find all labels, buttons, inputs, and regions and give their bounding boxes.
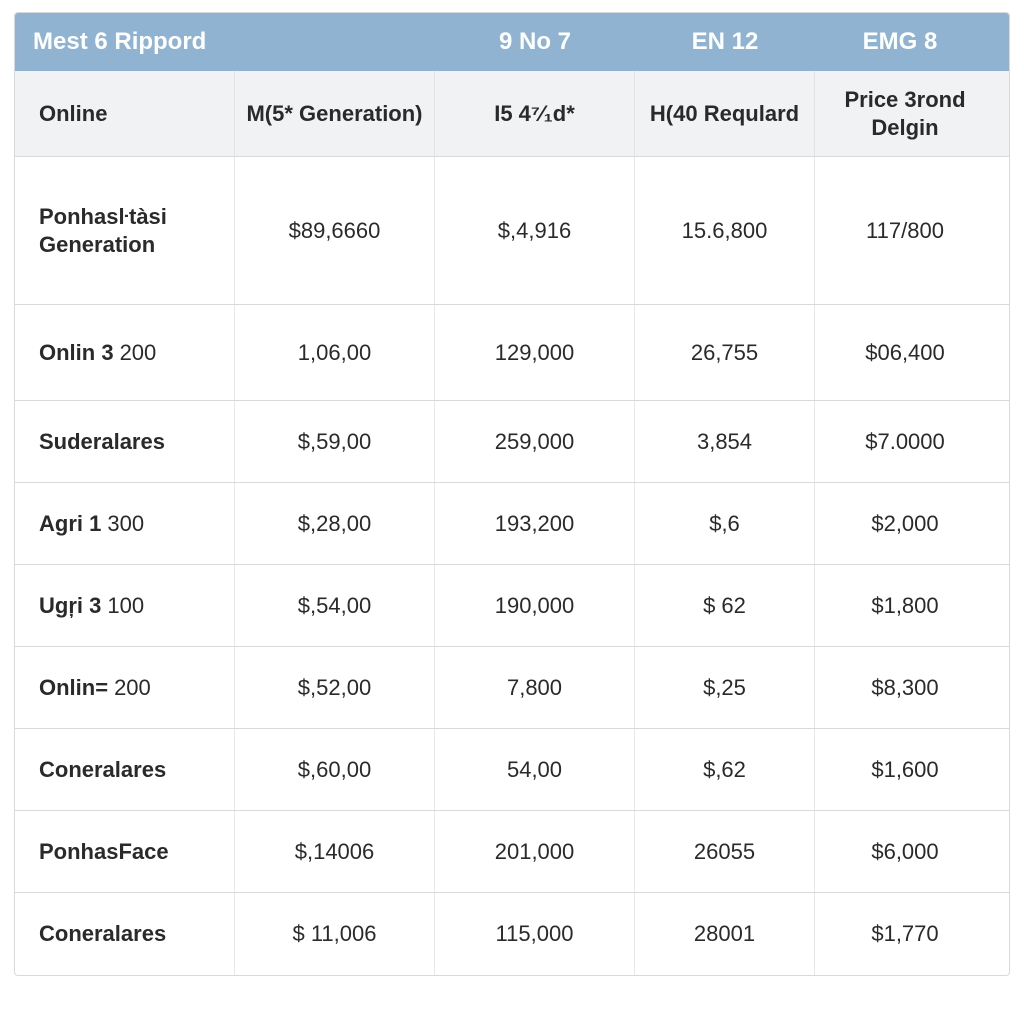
- table-row: Onlin=200$,52,007,800$,25$8,300: [15, 647, 1009, 729]
- row-label-light: 100: [107, 592, 144, 620]
- cell: $ 62: [635, 565, 815, 646]
- table-row: PonhasFace $,14006201,00026055$6,000: [15, 811, 1009, 893]
- cell: $6,000: [815, 811, 995, 892]
- top-header-col-1: 9 No 7: [435, 28, 635, 56]
- column-header-3: H(40 Requlard: [635, 71, 815, 156]
- row-label-bold: PonhasFace: [39, 838, 169, 866]
- cell: 28001: [635, 893, 815, 975]
- top-header-col-3: EMG 8: [815, 28, 995, 56]
- row-label-light: 300: [107, 510, 144, 538]
- row-label: Ugŗi 3100: [15, 565, 235, 646]
- cell: 201,000: [435, 811, 635, 892]
- row-label: Ponhasŀtàsi Generation: [15, 157, 235, 304]
- table-row: Ugŗi 3100$,54,00190,000$ 62$1,800: [15, 565, 1009, 647]
- cell: $1,770: [815, 893, 995, 975]
- table-column-headers: Online M(5* Generation) I5 4⁷⁄₁d* H(40 R…: [15, 71, 1009, 157]
- cell: 54,00: [435, 729, 635, 810]
- cell: $1,600: [815, 729, 995, 810]
- cell: $,54,00: [235, 565, 435, 646]
- cell: $1,800: [815, 565, 995, 646]
- cell: $,52,00: [235, 647, 435, 728]
- cell: 117/800: [815, 157, 995, 304]
- cell: $2,000: [815, 483, 995, 564]
- row-label-bold: Agri 1: [39, 510, 101, 538]
- row-label: Onlin=200: [15, 647, 235, 728]
- top-header-title: Mest 6 Rippord: [15, 28, 435, 56]
- cell: $89,6660: [235, 157, 435, 304]
- row-label-bold: Ponhasŀtàsi Generation: [39, 203, 226, 258]
- cell: 115,000: [435, 893, 635, 975]
- table-row: Coneralares $ 11,006115,00028001$1,770: [15, 893, 1009, 975]
- cell: 193,200: [435, 483, 635, 564]
- row-label-bold: Onlin=: [39, 674, 108, 702]
- cell: 129,000: [435, 305, 635, 400]
- data-table: Mest 6 Rippord 9 No 7 EN 12 EMG 8 Online…: [14, 12, 1010, 976]
- row-label-bold: Onlin 3: [39, 339, 114, 367]
- top-header-col-2: EN 12: [635, 28, 815, 56]
- table-row: Suderalares $,59,00259,0003,854$7.0000: [15, 401, 1009, 483]
- row-label: Coneralares: [15, 893, 235, 975]
- cell: $7.0000: [815, 401, 995, 482]
- table-row: Agri 1300$,28,00193,200$,6$2,000: [15, 483, 1009, 565]
- cell: $,6: [635, 483, 815, 564]
- cell: $06,400: [815, 305, 995, 400]
- cell: 7,800: [435, 647, 635, 728]
- table-row: Coneralares $,60,0054,00$,62$1,600: [15, 729, 1009, 811]
- row-label: Suderalares: [15, 401, 235, 482]
- cell: $ 11,006: [235, 893, 435, 975]
- cell: $,59,00: [235, 401, 435, 482]
- cell: 26055: [635, 811, 815, 892]
- row-label-light: 200: [114, 674, 151, 702]
- row-label: Coneralares: [15, 729, 235, 810]
- cell: $,25: [635, 647, 815, 728]
- row-label-bold: Ugŗi 3: [39, 592, 101, 620]
- row-label-bold: Suderalares: [39, 428, 165, 456]
- cell: 15.6,800: [635, 157, 815, 304]
- table-body: Ponhasŀtàsi Generation$89,6660$,4,91615.…: [15, 157, 1009, 975]
- cell: 259,000: [435, 401, 635, 482]
- column-header-2: I5 4⁷⁄₁d*: [435, 71, 635, 156]
- cell: 1,06,00: [235, 305, 435, 400]
- table-top-header: Mest 6 Rippord 9 No 7 EN 12 EMG 8: [15, 13, 1009, 71]
- row-label-light: 200: [120, 339, 157, 367]
- row-label: PonhasFace: [15, 811, 235, 892]
- row-label: Onlin 3200: [15, 305, 235, 400]
- column-header-1: M(5* Generation): [235, 71, 435, 156]
- cell: $,60,00: [235, 729, 435, 810]
- column-header-4: Price 3rond Delgin: [815, 71, 995, 156]
- table-row: Onlin 32001,06,00129,00026,755$06,400: [15, 305, 1009, 401]
- row-label: Agri 1300: [15, 483, 235, 564]
- cell: $,28,00: [235, 483, 435, 564]
- cell: $8,300: [815, 647, 995, 728]
- row-label-bold: Coneralares: [39, 756, 166, 784]
- cell: 3,854: [635, 401, 815, 482]
- cell: 26,755: [635, 305, 815, 400]
- table-row: Ponhasŀtàsi Generation$89,6660$,4,91615.…: [15, 157, 1009, 305]
- cell: 190,000: [435, 565, 635, 646]
- cell: $,4,916: [435, 157, 635, 304]
- row-label-bold: Coneralares: [39, 920, 166, 948]
- cell: $,62: [635, 729, 815, 810]
- cell: $,14006: [235, 811, 435, 892]
- column-header-0: Online: [15, 71, 235, 156]
